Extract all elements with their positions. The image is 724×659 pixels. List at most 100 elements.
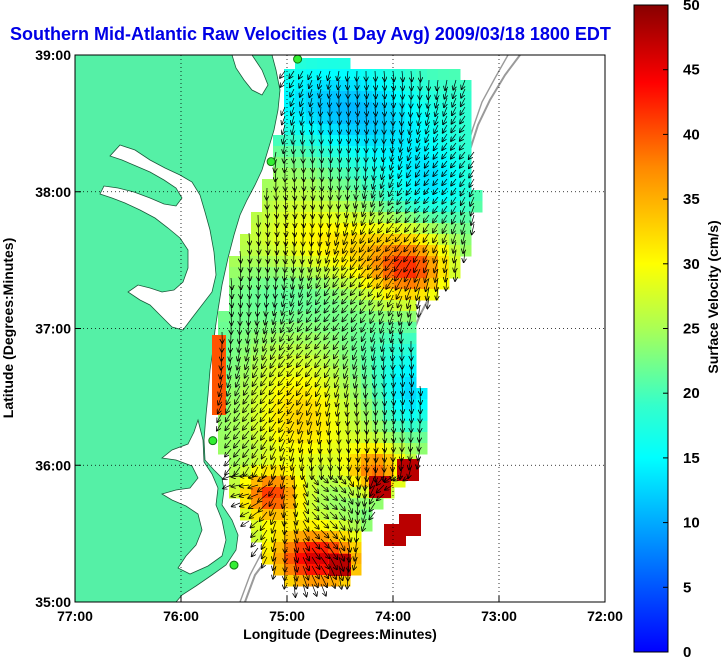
velocity-cell — [284, 476, 296, 488]
velocity-arrow — [399, 313, 402, 325]
velocity-cell — [328, 432, 340, 444]
velocity-cell — [339, 278, 351, 290]
velocity-cell — [372, 410, 384, 422]
velocity-cell — [339, 113, 351, 125]
velocity-cell — [394, 256, 406, 268]
velocity-arrow — [366, 115, 367, 124]
velocity-arrow — [344, 358, 349, 368]
velocity-cell — [273, 201, 285, 213]
chesapeake-bay — [99, 144, 217, 331]
velocity-cell — [295, 575, 307, 587]
velocity-cell — [394, 69, 406, 81]
velocity-cell — [317, 333, 329, 345]
velocity-arrow — [288, 394, 295, 404]
velocity-arrow — [402, 403, 403, 413]
velocity-cell — [427, 91, 439, 103]
velocity-arrow — [417, 457, 420, 469]
velocity-arrow — [388, 205, 394, 214]
velocity-arrow — [357, 457, 358, 471]
velocity-arrow — [303, 205, 304, 218]
velocity-arrow — [363, 196, 366, 207]
velocity-cell — [339, 575, 351, 587]
velocity-cell — [317, 69, 329, 81]
velocity-cell — [273, 311, 285, 323]
velocity-arrow — [347, 412, 348, 425]
velocity-cell — [240, 311, 252, 323]
velocity-cell — [328, 487, 340, 499]
velocity-arrow — [411, 394, 412, 404]
velocity-arrow — [280, 430, 286, 441]
velocity-cell — [416, 432, 428, 444]
velocity-cell — [350, 135, 362, 147]
velocity-arrow — [316, 376, 322, 386]
velocity-arrow — [415, 196, 421, 203]
velocity-cell — [240, 410, 252, 422]
velocity-arrow — [328, 412, 330, 425]
velocity-cell — [449, 201, 461, 213]
velocity-arrow — [276, 223, 277, 236]
velocity-arrow — [308, 277, 313, 288]
velocity-arrow — [416, 169, 421, 177]
velocity-arrow — [377, 232, 385, 242]
velocity-arrow — [243, 439, 250, 448]
velocity-cell — [328, 80, 340, 92]
velocity-arrow — [348, 448, 349, 461]
colorbar-tick-label: 40 — [683, 126, 700, 143]
velocity-arrow — [246, 349, 249, 360]
velocity-arrow — [345, 385, 348, 397]
velocity-arrow — [455, 268, 456, 281]
velocity-arrow — [404, 241, 412, 251]
velocity-arrow — [420, 394, 421, 404]
velocity-cell — [295, 234, 307, 246]
velocity-arrow — [287, 376, 295, 385]
velocity-arrow — [366, 439, 367, 452]
velocity-arrow — [262, 349, 268, 359]
velocity-arrow — [469, 151, 475, 159]
velocity-cell — [372, 69, 384, 81]
velocity-arrow — [399, 160, 402, 169]
velocity-arrow — [297, 385, 304, 395]
velocity-arrow — [338, 484, 345, 492]
velocity-arrow — [364, 367, 366, 378]
velocity-arrow — [347, 196, 348, 208]
velocity-arrow — [317, 403, 322, 415]
velocity-arrow — [399, 151, 402, 160]
velocity-arrow — [328, 70, 330, 80]
velocity-arrow — [258, 223, 259, 236]
velocity-arrow — [320, 223, 321, 236]
velocity-cell — [229, 476, 241, 488]
velocity-cell — [383, 201, 395, 213]
velocity-arrow — [387, 223, 394, 232]
velocity-cell — [273, 212, 285, 224]
velocity-arrow — [378, 295, 385, 306]
velocity-cell — [229, 355, 241, 367]
velocity-arrow — [294, 484, 295, 498]
velocity-cell — [295, 223, 307, 235]
velocity-cell — [350, 267, 362, 279]
velocity-arrow — [267, 250, 268, 263]
velocity-cell — [251, 212, 263, 224]
velocity-arrow — [306, 331, 313, 340]
velocity-cell — [262, 289, 274, 301]
velocity-cell — [394, 245, 406, 257]
velocity-cell — [361, 168, 373, 180]
velocity-arrow — [269, 394, 277, 403]
velocity-arrow — [342, 295, 349, 303]
velocity-cell — [372, 344, 384, 356]
velocity-arrow — [350, 268, 358, 278]
velocity-arrow — [321, 160, 322, 171]
velocity-arrow — [281, 475, 286, 488]
velocity-arrow — [411, 403, 412, 413]
velocity-arrow — [303, 178, 304, 190]
velocity-cell — [394, 322, 406, 334]
velocity-cell — [317, 575, 329, 587]
velocity-cell — [284, 201, 296, 213]
velocity-arrow — [384, 421, 385, 433]
velocity-cell — [383, 322, 395, 334]
velocity-cell — [394, 223, 406, 235]
velocity-cell — [273, 487, 285, 499]
velocity-cell — [361, 322, 373, 334]
velocity-cell — [427, 190, 439, 202]
velocity-arrow — [347, 187, 348, 199]
velocity-arrow — [368, 241, 376, 251]
